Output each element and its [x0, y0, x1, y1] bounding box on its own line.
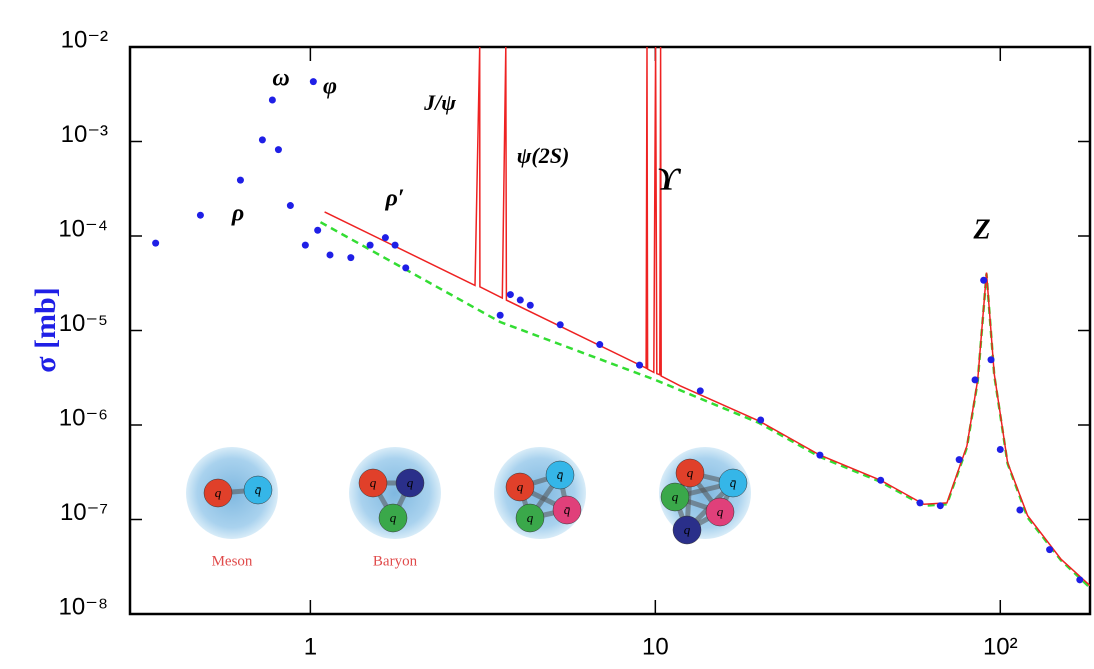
data-point [152, 239, 160, 247]
data-point [877, 476, 885, 484]
data-point [506, 291, 514, 299]
data-point [268, 96, 276, 104]
data-point [286, 202, 294, 210]
data-point [391, 241, 399, 249]
quark [660, 482, 690, 512]
peak-annotation: ω [272, 66, 289, 92]
quark [705, 497, 735, 527]
quark-label: q̄ [564, 502, 571, 517]
peak-annotation: ϒ [656, 160, 681, 196]
data-point [274, 146, 282, 154]
peak-annotation: φ [323, 74, 337, 100]
y-axis-label: σ [mb] [29, 287, 62, 372]
quark-label: q [684, 522, 691, 537]
y-tick-label: 10⁻⁴ [58, 215, 108, 242]
line [324, 47, 1090, 587]
quark [358, 468, 388, 498]
data-point [516, 296, 524, 304]
quark [675, 458, 705, 488]
peak-annotation: J/ψ [423, 90, 456, 115]
quark [672, 515, 702, 545]
data-point [757, 416, 765, 424]
quark [203, 478, 233, 508]
quark-label: q [215, 485, 222, 500]
data-point [955, 456, 963, 464]
plot-area [152, 47, 1090, 589]
data-point [936, 502, 944, 510]
quark-label: q [672, 489, 679, 504]
plot-frame [128, 45, 1092, 616]
y-tick-label: 10⁻⁶ [59, 404, 108, 431]
data-point [596, 341, 604, 349]
quark [545, 460, 575, 490]
data-point [526, 301, 534, 309]
data-point [971, 376, 979, 384]
data-point [996, 446, 1004, 454]
quark-label: q̄ [255, 482, 262, 497]
data-point [980, 276, 988, 284]
data-point [556, 321, 564, 329]
data-point [309, 78, 317, 86]
data-point [301, 241, 309, 249]
quark [395, 468, 425, 498]
x-tick-label: 10 [642, 633, 669, 660]
quark-label: q [527, 510, 534, 525]
peak-annotation: ρ [231, 201, 244, 227]
quark [505, 472, 535, 502]
quark-label: q [370, 475, 377, 490]
data-point [314, 226, 322, 234]
data-point [326, 251, 334, 259]
data-point [196, 211, 204, 219]
quark-label: q [687, 465, 694, 480]
y-tick-label: 10⁻³ [61, 121, 108, 148]
data-point [347, 254, 355, 262]
y-tick-label: 10⁻² [61, 26, 108, 53]
data-point [1016, 506, 1024, 514]
quark-label: q̄ [557, 467, 564, 482]
y-tick-label: 10⁻⁵ [59, 310, 108, 337]
data-point [236, 176, 244, 184]
hadron-label: Meson [212, 553, 253, 569]
data-point [1076, 576, 1084, 584]
quark-label: q [407, 475, 414, 490]
peak-annotation: ρ′ [384, 186, 404, 212]
peak-annotation: Z [972, 214, 990, 245]
data-point [987, 356, 995, 364]
y-tick-label: 10⁻⁷ [60, 499, 108, 526]
quark [718, 468, 748, 498]
quark [515, 503, 545, 533]
x-tick-label: 1 [304, 633, 317, 660]
quark [552, 495, 582, 525]
data-point [402, 264, 410, 272]
quark [378, 503, 408, 533]
quark-label: q [717, 504, 724, 519]
peak-annotation: ψ(2S) [517, 143, 570, 168]
data-point [381, 234, 389, 242]
quark-label: q̄ [730, 475, 737, 490]
quark-label: q [517, 479, 524, 494]
x-tick-label: 10² [983, 633, 1018, 660]
data-point [696, 387, 704, 395]
y-tick-label: 10⁻⁸ [59, 593, 109, 620]
hadron-label: Baryon [373, 553, 418, 569]
quark [243, 475, 273, 505]
data-point [496, 311, 504, 319]
quark-label: q [390, 510, 397, 525]
data-point [816, 451, 824, 459]
data-point [636, 361, 644, 369]
data-point [1046, 546, 1054, 554]
data-point [366, 241, 374, 249]
data-point [258, 136, 266, 144]
data-point [916, 499, 924, 507]
